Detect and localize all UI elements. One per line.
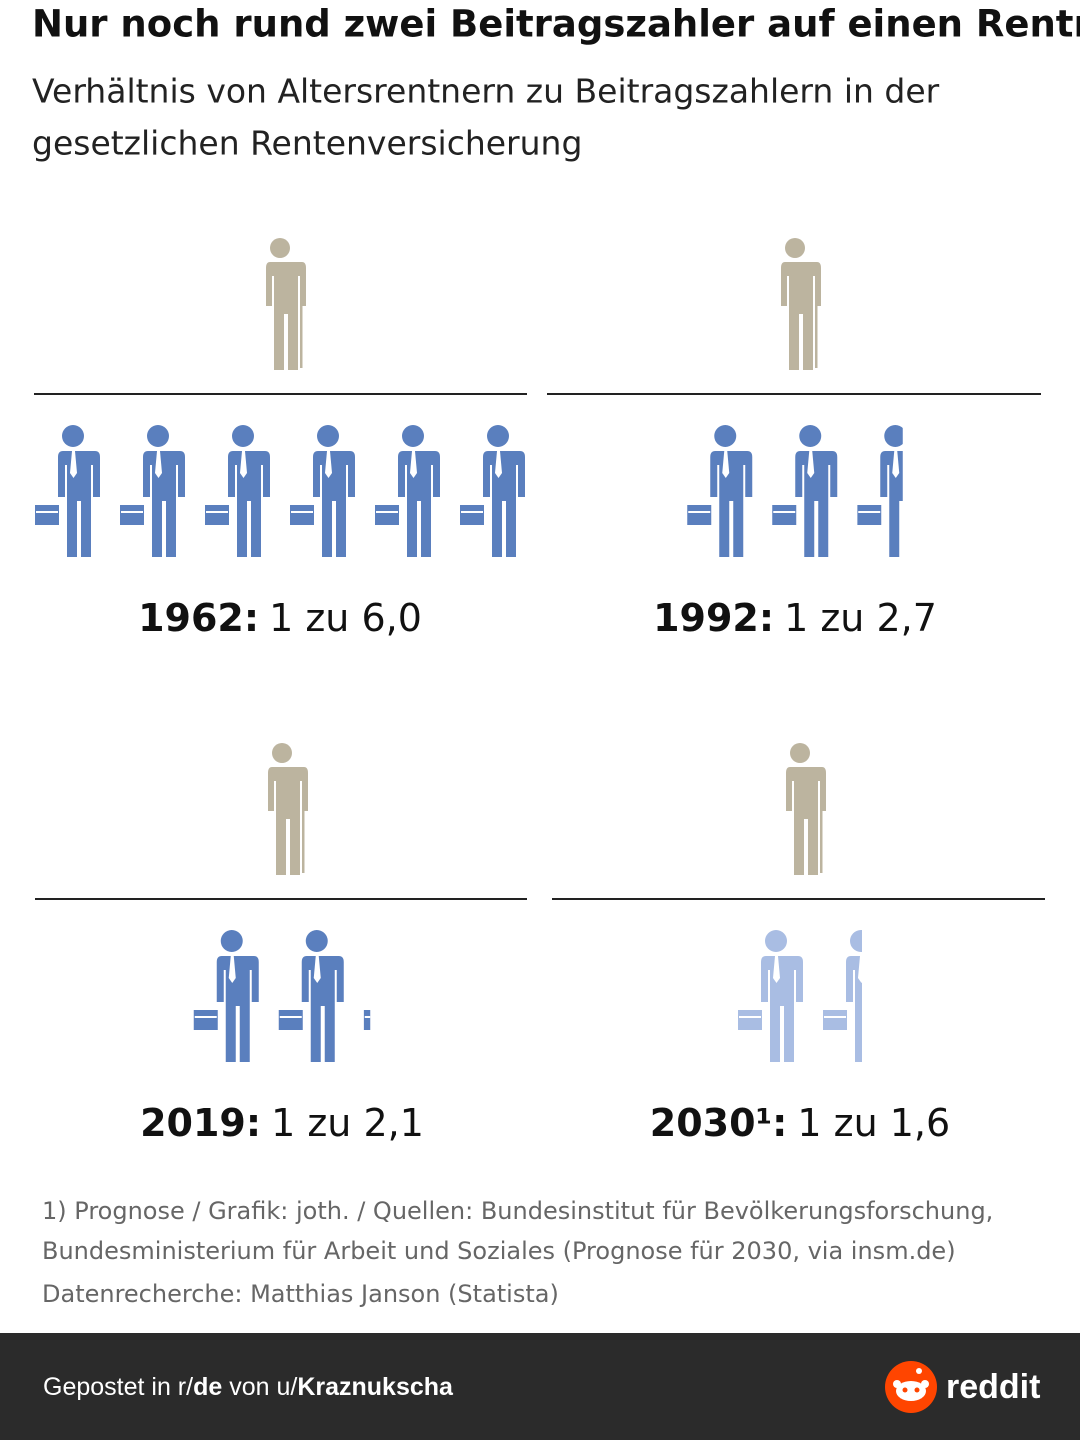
year-label: 1992: [653,596,774,640]
retiree-icon [260,743,308,875]
worker-icon [193,930,259,1062]
brand: reddit [946,1368,1040,1406]
year-label: 2019: [140,1101,261,1145]
subreddit[interactable]: de [193,1373,223,1401]
posted-prefix: Gepostet in r/ [43,1373,194,1401]
worker-icons [193,930,371,1062]
year-label: 1962: [138,596,259,640]
note: 1) Prognose / Grafik: joth. / Quellen: B… [42,1197,993,1225]
worker-icon [205,425,270,557]
worker-icon [290,425,355,557]
panel: 2030¹: 1 zu 1,6 [552,743,1045,1145]
panel: 1962: 1 zu 6,0 [34,238,527,640]
user[interactable]: Kraznukscha [297,1373,453,1401]
footer-bar: Gepostet in r/de von u/Kraznukscha reddi… [0,1333,1080,1440]
note: Bundesministerium für Arbeit und Soziale… [42,1237,956,1265]
ratio-label: 2019: 1 zu 2,1 [140,1101,424,1145]
posted-info: Gepostet in r/de von u/Kraznukscha [43,1373,453,1402]
worker-icon [772,425,838,557]
retiree-icon [778,743,826,875]
worker-icon [738,930,803,1062]
worker-icon [375,425,440,557]
panel: 2019: 1 zu 2,1 [35,743,527,1145]
note: Datenrecherche: Matthias Janson (Statist… [42,1280,559,1308]
worker-icon [120,425,185,557]
worker-icon [823,930,862,1062]
ratio-value: 1 zu 2,1 [271,1101,424,1145]
reddit-logo[interactable]: reddit [884,1360,1054,1414]
ratio-label: 1962: 1 zu 6,0 [138,596,422,640]
year-label: 2030¹: [650,1101,788,1145]
worker-icon [363,1010,371,1030]
subtitle: Verhältnis von Altersrentnern zu Beitrag… [32,72,940,111]
worker-icons [687,425,903,557]
ratio-value: 1 zu 2,7 [784,596,937,640]
worker-icon [460,425,525,557]
chart: Nur noch rund zwei Beitragszahler auf ei… [32,3,1080,1309]
retiree-icon [258,238,306,370]
ratio-label: 2030¹: 1 zu 1,6 [650,1101,950,1145]
ratio-label: 1992: 1 zu 2,7 [653,596,937,640]
posted-middle: von u/ [229,1373,298,1401]
ratio-value: 1 zu 6,0 [269,596,422,640]
worker-icon [687,425,753,557]
chart-title: Nur noch rund zwei Beitragszahler auf ei… [32,3,1080,46]
worker-icons [738,930,862,1062]
worker-icon [35,425,100,557]
ratio-value: 1 zu 1,6 [797,1101,950,1145]
retiree-icon [773,238,821,370]
panel: 1992: 1 zu 2,7 [547,238,1041,640]
worker-icon [278,930,344,1062]
subtitle: gesetzlichen Rentenversicherung [32,124,582,163]
worker-icon [857,425,903,557]
worker-icons [35,425,525,557]
